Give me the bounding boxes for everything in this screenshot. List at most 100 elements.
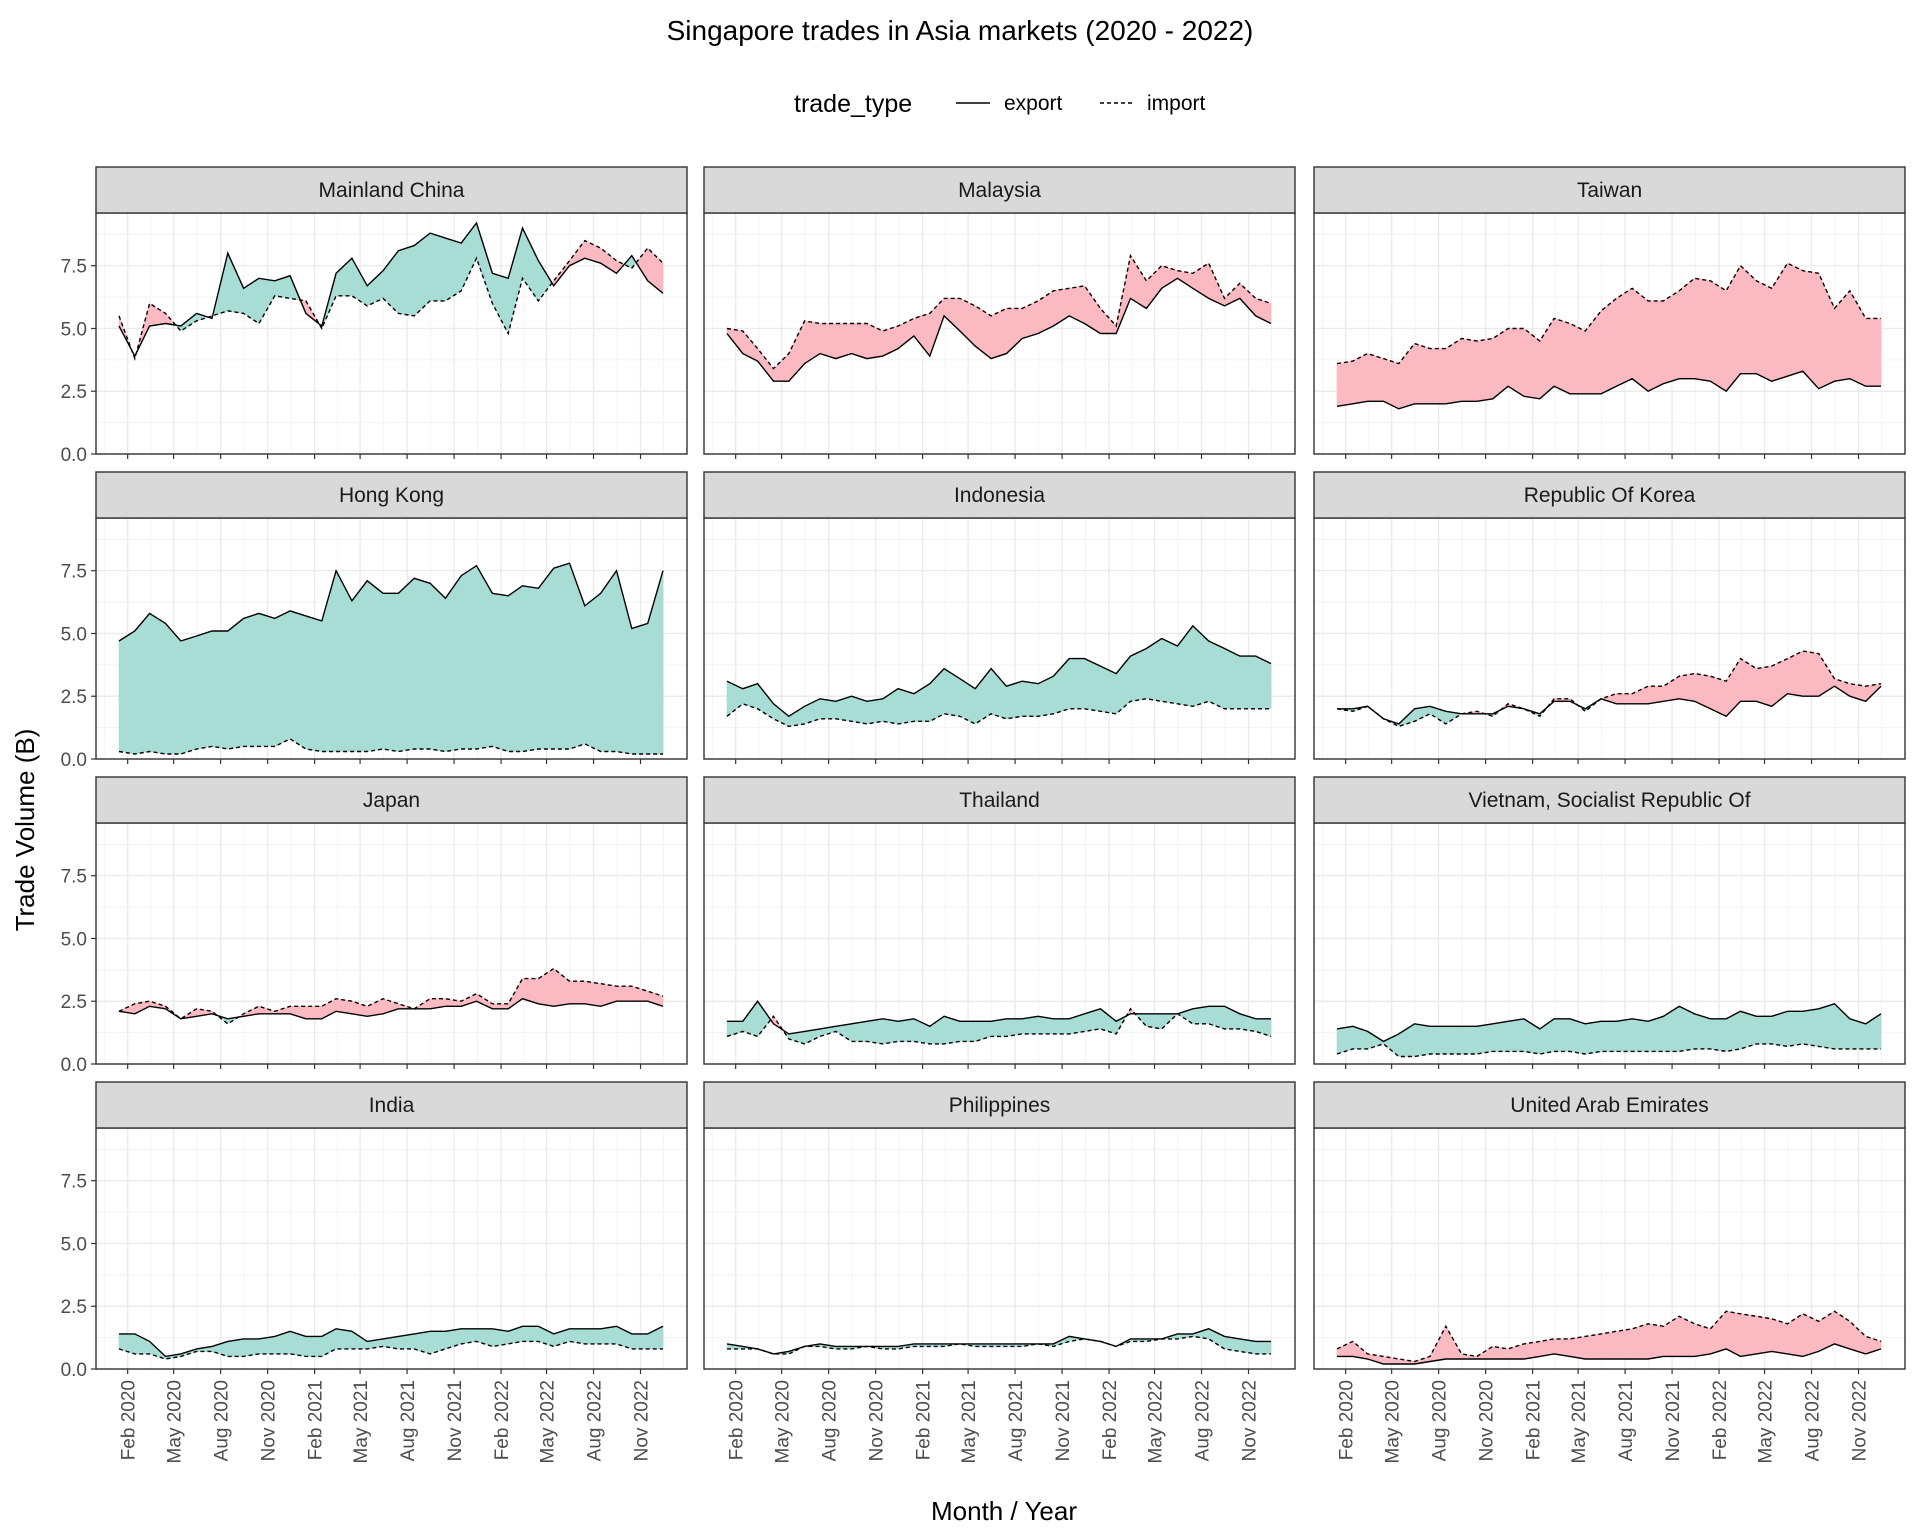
fill-segment-export-higher [631,1333,648,1350]
facet-strip [703,166,1296,214]
fill-segment-export-higher [460,565,477,750]
fill-segment-export-higher [1429,1026,1447,1055]
x-tick-label: Aug 2022 [1803,1380,1824,1461]
x-tick-label: Feb 2020 [119,1380,140,1460]
fill-segment-import-higher [1663,290,1680,385]
fill-segment-import-higher [1616,287,1633,387]
fill-segment-export-higher [1053,1018,1070,1035]
import-line [118,967,664,1025]
x-axis-title: Month / Year [931,1496,1077,1526]
panel-philippines: Philippines Feb 2020 May 2020 Aug 2020 Nov 2… [703,1081,1296,1463]
fill-segment-import-higher [1740,1313,1757,1357]
fill-segment-export-higher [196,630,213,750]
fill-segment-import-higher [1631,1323,1649,1360]
x-tick-label: Aug 2021 [398,1380,419,1461]
x-tick-label: Nov 2020 [867,1380,888,1461]
fill-segment-import-higher [1740,265,1757,374]
fill-segment-export-higher [413,577,431,750]
facet-strip [1313,166,1906,214]
x-tick-label: Nov 2020 [259,1380,280,1461]
fill-segment-export-higher [538,567,554,750]
import-line [726,253,1272,370]
fill-segment-export-higher [429,232,446,302]
fill-segment-export-higher [366,580,384,752]
fill-segment-export-higher [507,585,523,752]
export-line [1336,370,1881,410]
y-tick-label: 7.5 [61,562,87,583]
fill-segment-export-higher [897,688,915,725]
facet-strip [95,166,688,214]
panel-thailand: Thailand [703,776,1296,1069]
export-line [1336,1003,1882,1043]
y-tick-label: 5.0 [61,1234,87,1255]
fill-segment-export-higher [1818,1003,1835,1050]
import-line [1336,650,1882,728]
x-tick-label: May 2021 [1569,1380,1590,1463]
fill-segment-export-higher [1239,655,1256,710]
panel-vietnam-socialist-republic-of: Vietnam, Socialist Republic Of [1313,776,1906,1069]
y-tick-label: 7.5 [61,1172,87,1193]
x-tick-label: Nov 2022 [632,1380,653,1461]
fill-segment-import-higher [616,985,633,1002]
fill-segment-export-higher [1616,1018,1633,1052]
export-line [118,221,664,358]
x-tick-label: Aug 2022 [585,1380,606,1461]
fill-segment-export-higher [1021,680,1039,717]
fill-segment-import-higher [1787,262,1804,377]
fill-segment-export-higher [445,574,462,752]
chart-title: Singapore trades in Asia markets (2020 -… [667,15,1254,46]
export-line [726,624,1272,718]
export-line [118,562,664,642]
fill-segment-export-higher [1006,680,1023,720]
fill-segment-export-higher [1445,1026,1462,1055]
fill-segment-export-higher [1084,658,1101,712]
facet-strip [703,776,1296,824]
export-line [119,1325,664,1358]
fill-segment-export-higher [1631,1018,1649,1052]
legend-label-import: import [1147,92,1206,115]
x-tick-label: Aug 2020 [820,1380,841,1461]
grid-lines [704,518,1295,760]
fill-segment-export-higher [553,562,570,750]
export-line [727,1000,1271,1035]
y-tick-label: 0.0 [61,750,87,771]
fill-segment-import-higher [1710,280,1727,392]
fill-segment-export-higher [1647,1015,1664,1052]
panel-hong-kong: Hong Kong 0.0 2.5 5.0 7.5 [61,471,688,771]
x-tick-label: Feb 2022 [492,1380,513,1460]
fill-segment-export-higher [600,569,617,752]
panel-republic-of-korea: Republic Of Korea [1313,471,1906,764]
fill-segment-import-higher [1429,348,1447,405]
import-line [118,738,663,755]
fill-segment-import-higher [492,1003,509,1010]
fill-segment-import-higher [1553,318,1571,395]
y-tick-label: 2.5 [61,1297,87,1318]
x-tick-label: Aug 2021 [1616,1380,1637,1461]
fill-segment-import-higher [1631,287,1649,392]
fill-segment-export-higher [351,579,368,752]
facet-strip [703,471,1296,519]
facet-strip-label: Republic Of Korea [1524,484,1696,507]
y-tick-label: 2.5 [61,382,87,403]
x-tick-label: Nov 2021 [1053,1380,1074,1461]
fill-segment-import-higher [1647,300,1664,392]
facet-strip-label: Vietnam, Socialist Republic Of [1468,789,1750,812]
fill-segment-export-higher [227,617,244,750]
legend-label-export: export [1004,92,1063,115]
facet-strip [95,471,688,519]
fill-segment-import-higher [1678,673,1695,702]
fill-segment-export-higher [1802,1008,1819,1047]
fill-segment-export-higher [1787,1010,1804,1047]
fill-segment-import-higher [1600,1330,1617,1360]
facet-strip-label: Taiwan [1577,179,1642,202]
facet-strip-label: United Arab Emirates [1510,1094,1708,1117]
fill-segment-export-higher [398,245,415,317]
fill-segment-export-higher [1068,658,1085,710]
y-tick-label: 5.0 [61,319,87,340]
fill-segment-export-higher [851,1020,868,1042]
fill-segment-export-higher [1224,648,1241,710]
fill-segment-export-higher [335,1328,353,1350]
fill-segment-export-higher [1740,1010,1757,1050]
fill-segment-import-higher [1461,338,1478,402]
fill-segment-import-higher [1616,693,1633,705]
